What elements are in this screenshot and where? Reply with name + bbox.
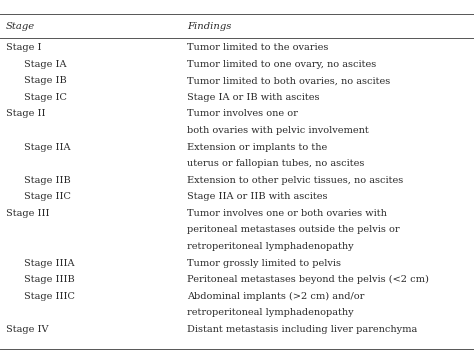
Text: both ovaries with pelvic involvement: both ovaries with pelvic involvement xyxy=(187,126,369,135)
Text: peritoneal metastases outside the pelvis or: peritoneal metastases outside the pelvis… xyxy=(187,225,400,234)
Text: Stage IIIC: Stage IIIC xyxy=(24,292,74,301)
Text: Stage IIC: Stage IIC xyxy=(24,192,71,201)
Text: Stage IIA or IIB with ascites: Stage IIA or IIB with ascites xyxy=(187,192,328,201)
Text: Stage III: Stage III xyxy=(6,209,49,218)
Text: Stage: Stage xyxy=(6,22,35,31)
Text: Stage IA: Stage IA xyxy=(24,60,66,69)
Text: Tumor limited to one ovary, no ascites: Tumor limited to one ovary, no ascites xyxy=(187,60,376,69)
Text: Stage IV: Stage IV xyxy=(6,325,48,334)
Text: Extension to other pelvic tissues, no ascites: Extension to other pelvic tissues, no as… xyxy=(187,176,403,185)
Text: Tumor involves one or both ovaries with: Tumor involves one or both ovaries with xyxy=(187,209,387,218)
Text: Stage IIIB: Stage IIIB xyxy=(24,275,74,284)
Text: Stage I: Stage I xyxy=(6,43,41,52)
Text: Findings: Findings xyxy=(187,22,232,31)
Text: Stage IIA: Stage IIA xyxy=(24,143,70,152)
Text: Stage IIB: Stage IIB xyxy=(24,176,71,185)
Text: Peritoneal metastases beyond the pelvis (<2 cm): Peritoneal metastases beyond the pelvis … xyxy=(187,275,429,284)
Text: Tumor involves one or: Tumor involves one or xyxy=(187,109,298,118)
Text: Tumor grossly limited to pelvis: Tumor grossly limited to pelvis xyxy=(187,258,341,267)
Text: Tumor limited to both ovaries, no ascites: Tumor limited to both ovaries, no ascite… xyxy=(187,76,391,85)
Text: Extension or implants to the: Extension or implants to the xyxy=(187,143,328,152)
Text: Distant metastasis including liver parenchyma: Distant metastasis including liver paren… xyxy=(187,325,418,334)
Text: Stage IIIA: Stage IIIA xyxy=(24,258,74,267)
Text: Stage IA or IB with ascites: Stage IA or IB with ascites xyxy=(187,93,320,102)
Text: Stage II: Stage II xyxy=(6,109,45,118)
Text: Tumor limited to the ovaries: Tumor limited to the ovaries xyxy=(187,43,328,52)
Text: retroperitoneal lymphadenopathy: retroperitoneal lymphadenopathy xyxy=(187,242,354,251)
Text: Stage IC: Stage IC xyxy=(24,93,66,102)
Text: Stage IB: Stage IB xyxy=(24,76,66,85)
Text: uterus or fallopian tubes, no ascites: uterus or fallopian tubes, no ascites xyxy=(187,159,365,168)
Text: retroperitoneal lymphadenopathy: retroperitoneal lymphadenopathy xyxy=(187,308,354,317)
Text: Abdominal implants (>2 cm) and/or: Abdominal implants (>2 cm) and/or xyxy=(187,292,365,301)
